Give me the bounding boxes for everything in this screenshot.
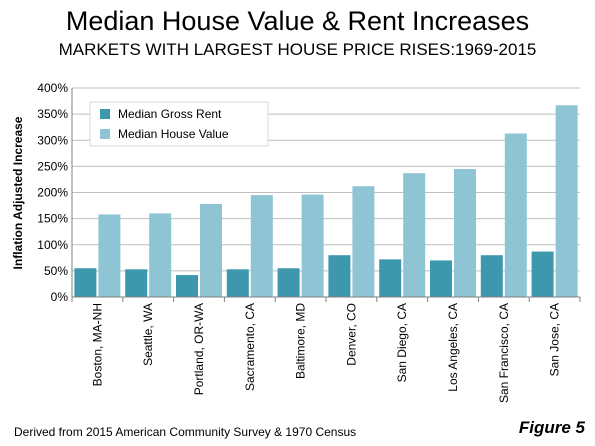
rent-bar	[277, 268, 300, 297]
y-axis-label: Inflation Adjusted Increase	[11, 116, 25, 269]
house-bar	[149, 213, 172, 297]
x-tick-label: San Jose, CA	[548, 303, 562, 376]
rent-bar	[74, 268, 97, 297]
axes	[71, 88, 581, 302]
house-bar	[250, 195, 273, 297]
x-tick-label: San Diego, CA	[395, 303, 409, 382]
legend-label: Median House Value	[118, 127, 229, 141]
x-tick-label: Portland, OR-WA	[192, 303, 206, 395]
x-tick-label: Sacramento, CA	[243, 303, 257, 391]
house-bar	[301, 194, 324, 297]
y-tick-label: 200%	[37, 186, 68, 200]
rent-bar	[531, 251, 554, 297]
x-tick-label: Seattle, WA	[141, 303, 155, 366]
house-bar	[200, 203, 222, 297]
y-tick-label: 300%	[37, 133, 68, 147]
figure-label: Figure 5	[518, 418, 585, 437]
y-tick-label: 100%	[37, 238, 68, 252]
rent-bar	[176, 275, 198, 297]
y-tick-label: 350%	[37, 107, 68, 121]
x-tick-label: Boston, MA-NH	[90, 303, 104, 386]
house-bar	[555, 105, 578, 298]
y-tick-label: 150%	[37, 212, 68, 226]
y-tick-label: 400%	[37, 81, 68, 95]
x-tick-label: San Francisco, CA	[497, 303, 511, 403]
x-tick-label: Los Angeles, CA	[446, 303, 460, 392]
x-tick-label: Denver, CO	[344, 303, 358, 366]
legend-swatch	[100, 109, 110, 119]
rent-bar	[328, 255, 351, 297]
chart-subtitle: MARKETS WITH LARGEST HOUSE PRICE RISES:1…	[58, 40, 537, 59]
y-tick-label: 50%	[44, 264, 68, 278]
y-axis-ticks: 0% 50% 100% 150% 200% 250% 300% 350% 400%	[37, 81, 68, 304]
source-note: Derived from 2015 American Community Sur…	[14, 425, 357, 439]
rent-bar	[226, 269, 249, 297]
x-tick-label: Baltimore, MD	[294, 303, 308, 379]
rent-bar	[379, 259, 402, 297]
house-bar	[454, 168, 476, 297]
rent-bar	[125, 269, 148, 297]
house-bar	[352, 186, 375, 297]
legend-label: Median Gross Rent	[118, 107, 222, 121]
x-axis-ticks: Boston, MA-NH Seattle, WA Portland, OR-WA S…	[90, 303, 561, 403]
legend-swatch	[100, 129, 110, 139]
legend: Median Gross Rent Median House Value	[89, 101, 269, 147]
chart-title: Median House Value & Rent Increases	[65, 6, 530, 36]
rent-bar	[430, 260, 452, 297]
y-tick-label: 250%	[37, 159, 68, 173]
rent-bar	[480, 255, 503, 297]
legend-box	[89, 101, 269, 147]
bars	[74, 105, 578, 298]
house-bar	[98, 214, 121, 297]
house-bar	[504, 133, 527, 297]
y-tick-label: 0%	[51, 290, 69, 304]
house-bar	[403, 173, 426, 297]
